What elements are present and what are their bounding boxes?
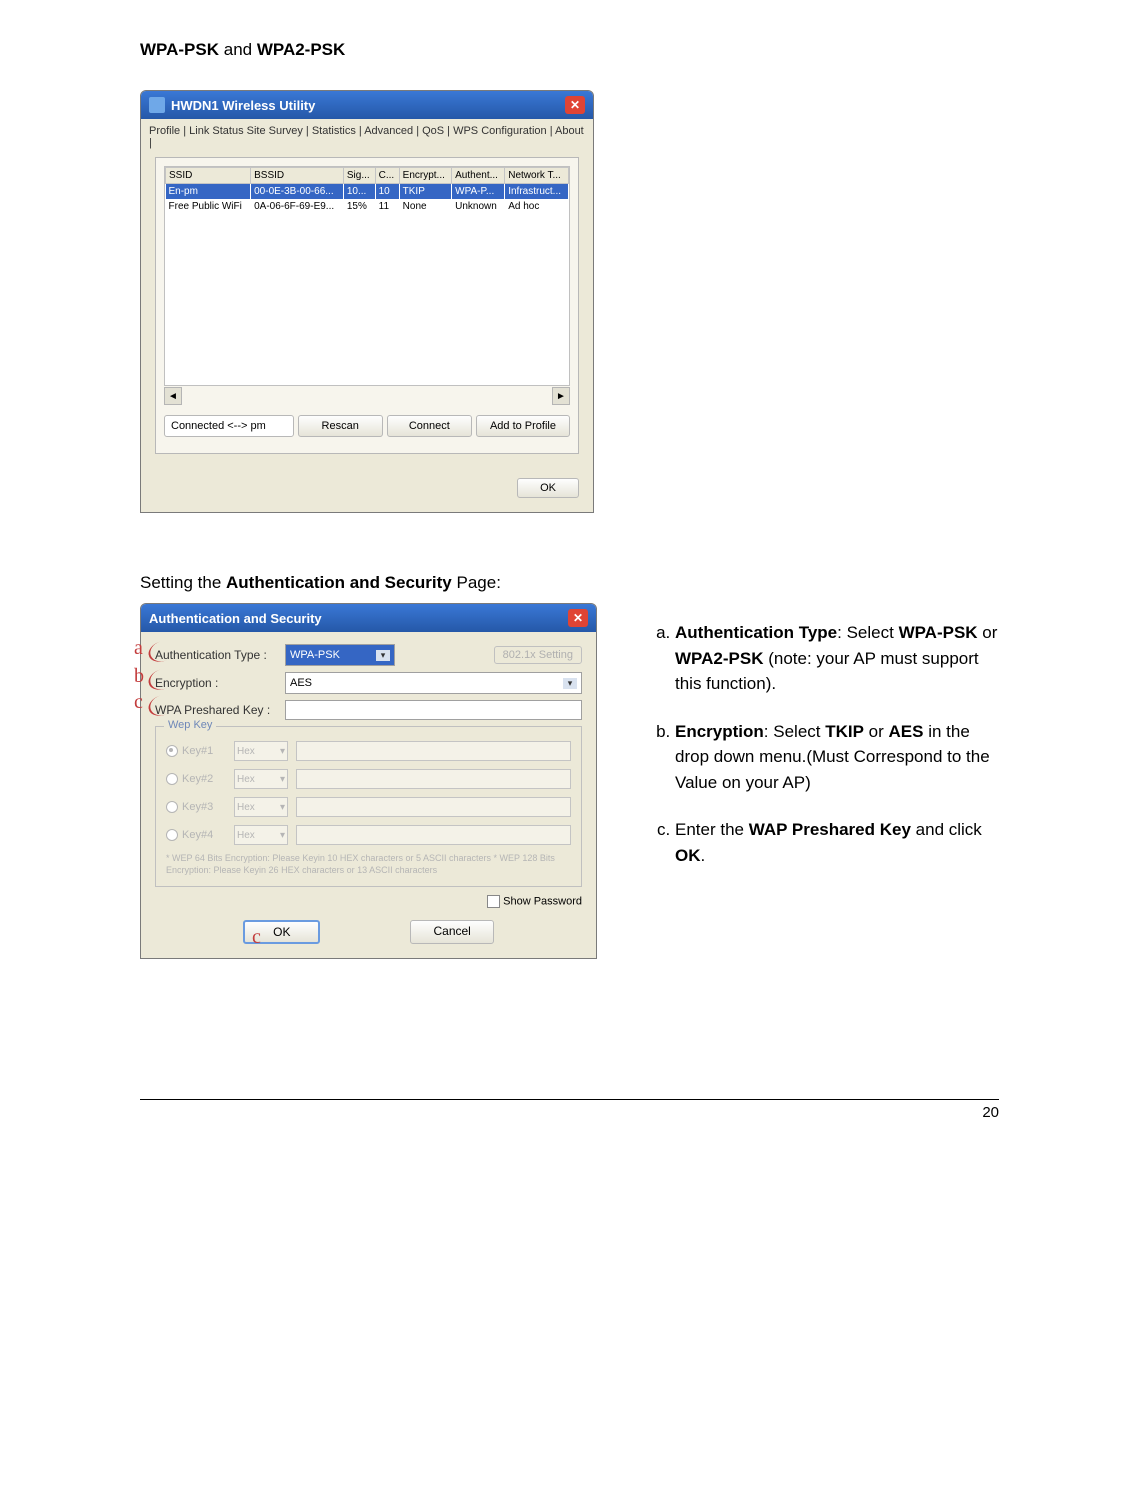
scroll-left-icon[interactable]: ◄ [164,387,182,405]
col-authent[interactable]: Authent... [452,168,505,184]
encryption-select[interactable]: AES ▾ [285,672,582,694]
networks-table-wrap: SSID BSSID Sig... C... Encrypt... Authen… [164,166,570,386]
table-header-row: SSID BSSID Sig... C... Encrypt... Authen… [166,168,569,184]
wep-key4-radio: Key#4 [166,829,226,841]
show-password-row: Show Password [155,895,582,908]
dialog1-tabs[interactable]: Profile | Link Status Site Survey | Stat… [141,119,593,151]
site-survey-panel: SSID BSSID Sig... C... Encrypt... Authen… [155,157,579,454]
subheading: Setting the Authentication and Security … [140,573,999,593]
content-row: Authentication and Security ✕ Authentica… [140,603,999,959]
col-bssid[interactable]: BSSID [251,168,344,184]
scroll-right-icon[interactable]: ► [552,387,570,405]
annotation-c: c [134,691,143,714]
instruction-b: Encryption: Select TKIP or AES in the dr… [675,719,999,796]
auth-security-dialog: Authentication and Security ✕ Authentica… [140,603,597,959]
instruction-a: Authentication Type: Select WPA-PSK or W… [675,620,999,697]
wep-key4-input [296,825,571,845]
wep-key-group: Wep Key Key#1 Hex▾ Key#2 Hex▾ Key#3 [155,726,582,887]
dialog1-ok-row: OK [141,468,593,512]
instruction-c: Enter the WAP Preshared Key and click OK… [675,817,999,868]
wep-key1-size: Hex▾ [234,741,288,761]
psk-row: WPA Preshared Key : [155,700,582,720]
wep-row-3: Key#3 Hex▾ [166,797,571,817]
window-icon [149,97,165,113]
wep-key2-input [296,769,571,789]
wep-key4-size: Hex▾ [234,825,288,845]
dialog2-body: Authentication Type : WPA-PSK ▾ 802.1x S… [141,632,596,958]
wep-row-2: Key#2 Hex▾ [166,769,571,789]
auth-type-select[interactable]: WPA-PSK ▾ [285,644,395,666]
dialog2-titlebar: Authentication and Security ✕ [141,604,596,632]
dialog1-titlebar: HWDN1 Wireless Utility ✕ [141,91,593,119]
psk-input[interactable] [285,700,582,720]
auth-type-row: Authentication Type : WPA-PSK ▾ 802.1x S… [155,644,582,666]
col-ssid[interactable]: SSID [166,168,251,184]
dialog1-title: HWDN1 Wireless Utility [171,98,315,113]
wep-key3-size: Hex▾ [234,797,288,817]
8021x-setting-button: 802.1x Setting [494,646,582,664]
col-network[interactable]: Network T... [505,168,569,184]
annotation-b: b [134,665,144,688]
dialog2-buttons: OK Cancel [155,920,582,944]
annotation-c2: c [252,926,261,949]
instructions-list: Authentication Type: Select WPA-PSK or W… [647,603,999,890]
wep-legend: Wep Key [164,719,216,731]
wpa2-psk-label: WPA2-PSK [257,40,345,59]
wep-key2-size: Hex▾ [234,769,288,789]
networks-table: SSID BSSID Sig... C... Encrypt... Authen… [165,167,569,214]
wep-row-4: Key#4 Hex▾ [166,825,571,845]
wep-key3-radio: Key#3 [166,801,226,813]
annotation-a: a [134,637,143,660]
dialog1-button-row: Connected <--> pm Rescan Connect Add to … [164,415,570,437]
cancel-button[interactable]: Cancel [410,920,493,944]
dialog2-title: Authentication and Security [149,611,322,626]
add-to-profile-button[interactable]: Add to Profile [476,415,570,437]
connect-button[interactable]: Connect [387,415,472,437]
section-heading: WPA-PSK and WPA2-PSK [140,40,999,60]
wep-key2-radio: Key#2 [166,773,226,785]
h-scrollbar[interactable]: ◄ ► [164,387,570,405]
wep-key1-radio: Key#1 [166,745,226,757]
ok-button[interactable]: OK [517,478,579,498]
wep-note: * WEP 64 Bits Encryption: Please Keyin 1… [166,853,571,876]
document-page: WPA-PSK and WPA2-PSK HWDN1 Wireless Util… [0,0,1139,979]
col-c[interactable]: C... [375,168,399,184]
encryption-row: Encryption : AES ▾ [155,672,582,694]
wireless-utility-dialog: HWDN1 Wireless Utility ✕ Profile | Link … [140,90,594,513]
wep-row-1: Key#1 Hex▾ [166,741,571,761]
col-sig[interactable]: Sig... [343,168,375,184]
dialog2-wrapper: Authentication and Security ✕ Authentica… [140,603,597,959]
wpa-psk-label: WPA-PSK [140,40,219,59]
page-number: 20 [0,1100,1139,1161]
connection-status: Connected <--> pm [164,415,294,437]
table-row-selected[interactable]: En-pm 00-0E-3B-00-66... 10... 10 TKIP WP… [166,184,569,200]
chevron-down-icon: ▾ [376,650,390,661]
wep-key1-input [296,741,571,761]
rescan-button[interactable]: Rescan [298,415,383,437]
close-icon[interactable]: ✕ [568,609,588,627]
chevron-down-icon: ▾ [563,678,577,689]
table-row[interactable]: Free Public WiFi 0A-06-6F-69-E9... 15% 1… [166,199,569,214]
wep-key3-input [296,797,571,817]
close-icon[interactable]: ✕ [565,96,585,114]
col-encrypt[interactable]: Encrypt... [399,168,451,184]
show-password-checkbox[interactable] [487,895,500,908]
